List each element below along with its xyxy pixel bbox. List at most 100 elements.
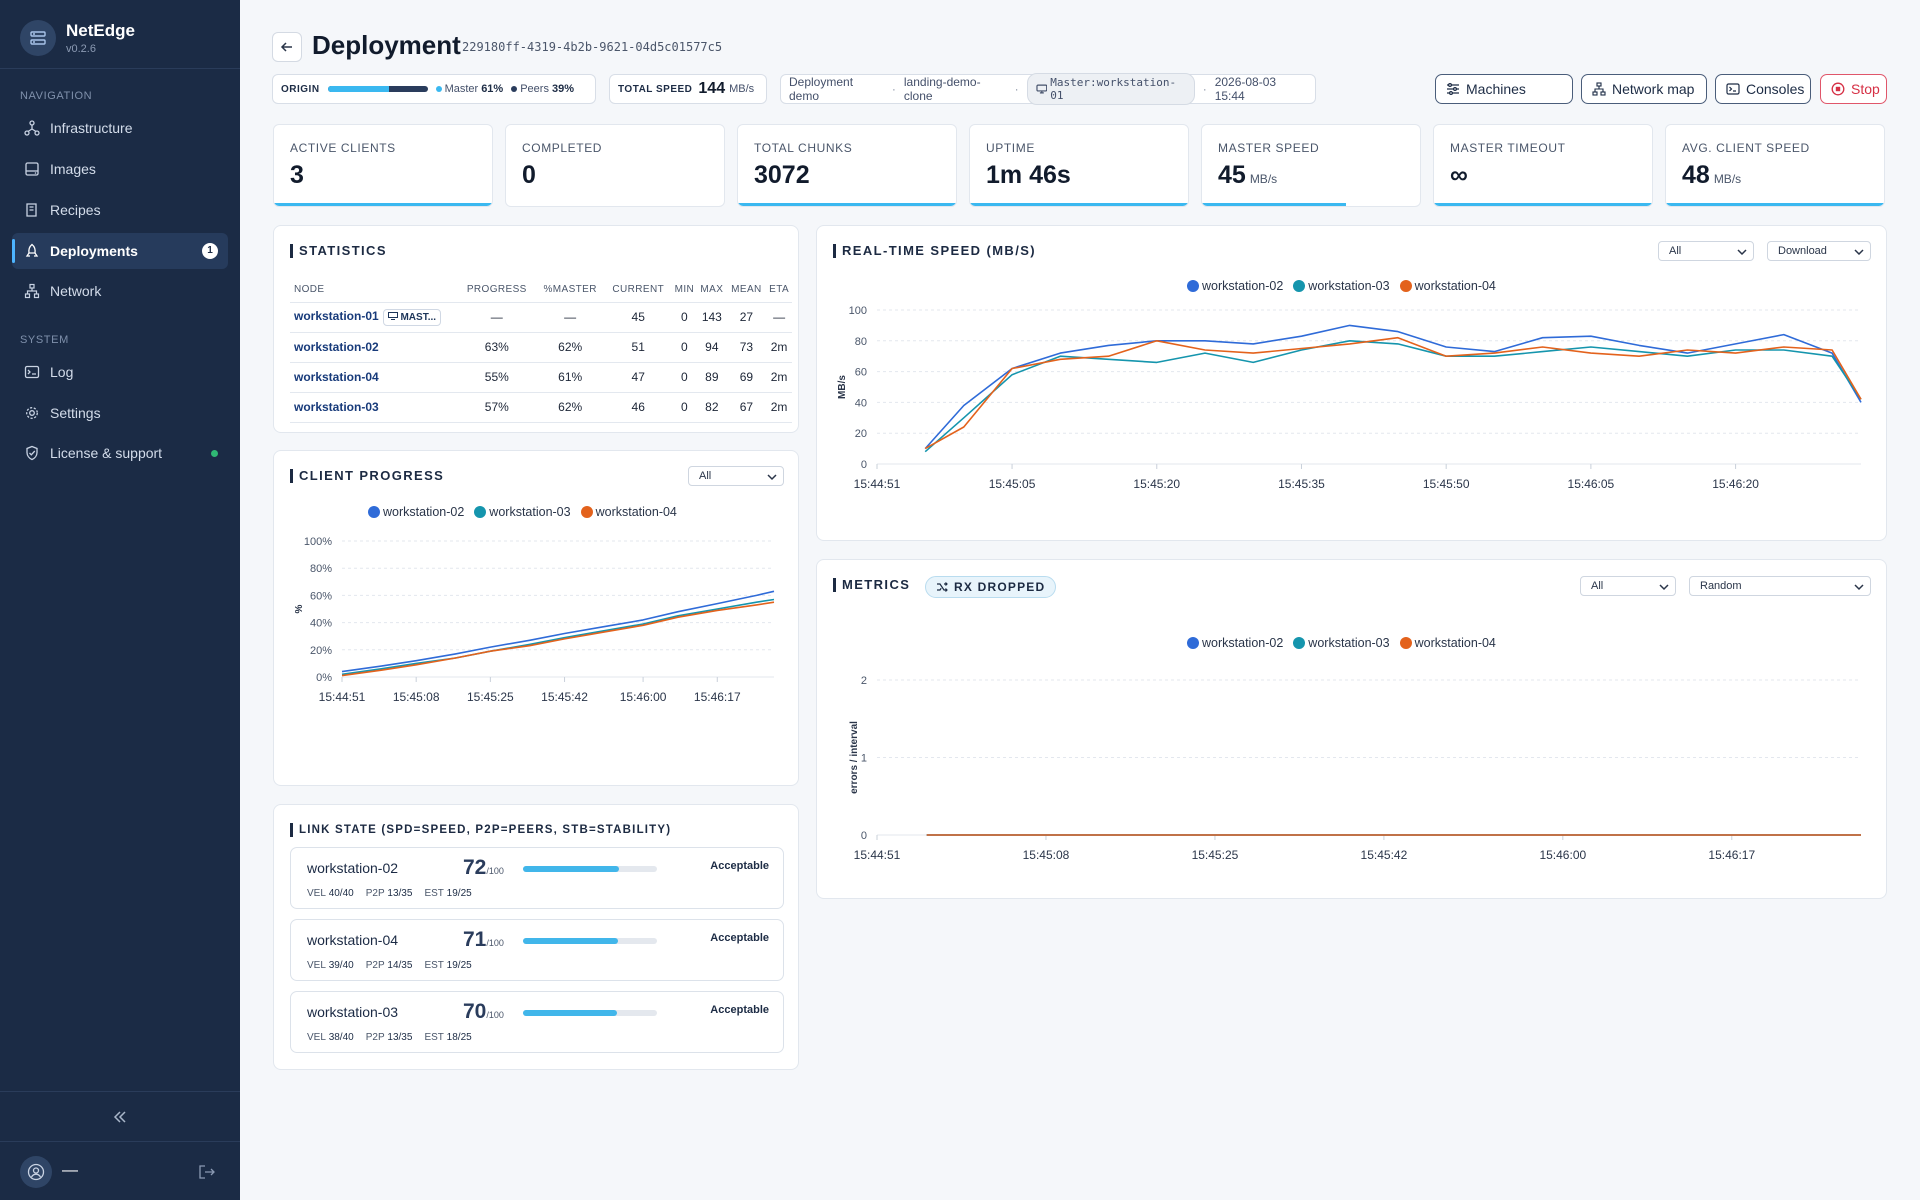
- network-map-button[interactable]: Network map: [1581, 74, 1707, 104]
- chevron-down-icon: [1854, 584, 1864, 591]
- legend-item[interactable]: workstation-02: [368, 505, 464, 519]
- sidebar-item-network[interactable]: Network: [12, 273, 228, 309]
- consoles-button[interactable]: Consoles: [1715, 74, 1811, 104]
- network-icon: [24, 120, 40, 136]
- stat-unit: MB/s: [1249, 172, 1278, 186]
- sidebar-item-log[interactable]: Log: [12, 354, 228, 390]
- machines-button[interactable]: Machines: [1435, 74, 1573, 104]
- column-header: PROGRESS: [458, 278, 536, 303]
- stat-value: 1m 46s: [986, 161, 1075, 190]
- legend-item[interactable]: workstation-02: [1187, 279, 1283, 293]
- realtime-mode-select[interactable]: Download: [1767, 241, 1871, 261]
- link-score: 72/100: [463, 856, 504, 880]
- table-row[interactable]: workstation-03 57% 62% 46 0 82 67 2m: [290, 392, 792, 423]
- y-tick-label: 40: [855, 397, 867, 409]
- y-tick-label: 40%: [310, 618, 332, 630]
- y-tick-label: 80%: [310, 563, 332, 575]
- deployment-id: 229180ff-4319-4b2b-9621-04d5c01577c5: [462, 40, 723, 54]
- avatar[interactable]: [20, 1156, 52, 1188]
- score-value: 70: [463, 1000, 487, 1023]
- brand[interactable]: NetEdge v0.2.6: [20, 18, 135, 58]
- sidebar-item-deployments[interactable]: Deployments 1: [12, 233, 228, 269]
- y-axis-label: MB/s: [837, 375, 848, 399]
- node-cell: workstation-01 MAST...: [290, 302, 458, 333]
- metrics-mode-select[interactable]: Random: [1689, 576, 1871, 596]
- y-tick-label: 100%: [304, 536, 332, 548]
- realtime-speed-chart: 0 20 40 60 80 100 15:44:51 15:45:05 15:45:20 15:4…: [837, 305, 1862, 491]
- origin-master-fill: [327, 86, 389, 92]
- stop-button[interactable]: Stop: [1820, 74, 1887, 104]
- table-row[interactable]: workstation-04 55% 61% 47 0 89 69 2m: [290, 362, 792, 393]
- recipe-name: landing-demo-clone: [903, 75, 981, 103]
- legend-swatch: [1399, 280, 1412, 292]
- network-map-button-label: Network map: [1612, 81, 1695, 97]
- link-card[interactable]: workstation-02 72/100 Acceptable VEL 40/…: [290, 847, 784, 909]
- legend-item[interactable]: workstation-03: [1293, 279, 1390, 293]
- table-row[interactable]: workstation-02 63% 62% 51 0 94 73 2m: [290, 332, 792, 363]
- link-status: Acceptable: [710, 860, 769, 872]
- client-progress-filter-select[interactable]: All: [688, 466, 784, 486]
- stat-label: COMPLETED: [522, 141, 603, 155]
- eta-cell: 2m: [766, 362, 792, 393]
- legend-item[interactable]: workstation-04: [1399, 279, 1496, 293]
- logout-button[interactable]: [198, 1164, 216, 1183]
- sidebar-item-infrastructure[interactable]: Infrastructure: [12, 110, 228, 146]
- x-tick-label: 15:45:05: [989, 477, 1036, 491]
- max-cell: 94: [697, 332, 727, 363]
- column-header: CURRENT: [604, 278, 672, 303]
- x-tick-label: 15:46:17: [1708, 848, 1755, 862]
- metric-badge-label: RX DROPPED: [954, 580, 1046, 594]
- column-header: MEAN: [726, 278, 767, 303]
- sidebar-item-label: Infrastructure: [50, 120, 133, 136]
- legend-label: workstation-02: [1202, 279, 1284, 293]
- legend-item[interactable]: workstation-02: [1187, 636, 1283, 650]
- deployment-date: 2026-08-03 15:44: [1214, 75, 1277, 103]
- legend-swatch: [1293, 637, 1306, 649]
- x-tick-label: 15:45:50: [1423, 477, 1470, 491]
- link-card[interactable]: workstation-04 71/100 Acceptable VEL 39/…: [290, 919, 784, 981]
- min-cell: 0: [671, 332, 698, 363]
- y-tick-label: 0: [861, 459, 867, 471]
- realtime-filter-select[interactable]: All: [1658, 241, 1754, 261]
- stat-label: AVG. CLIENT SPEED: [1682, 141, 1810, 155]
- divider: [0, 68, 240, 69]
- divider: [0, 1091, 240, 1092]
- series-line-workstation-04: [924, 336, 1862, 450]
- progress-cell: 55%: [458, 362, 536, 393]
- x-tick-label: 15:46:05: [1568, 477, 1615, 491]
- legend-item[interactable]: workstation-03: [1293, 636, 1390, 650]
- stat-label: UPTIME: [986, 141, 1035, 155]
- mean-cell: 69: [726, 362, 767, 393]
- master-chip[interactable]: Master:workstation-01: [1026, 73, 1195, 105]
- select-value: All: [1591, 580, 1604, 592]
- sidebar-item-recipes[interactable]: Recipes: [12, 192, 228, 228]
- legend-item[interactable]: workstation-03: [474, 505, 571, 519]
- link-card[interactable]: workstation-03 70/100 Acceptable VEL 38/…: [290, 991, 784, 1053]
- separator-dot: ·: [1014, 82, 1019, 96]
- legend-item[interactable]: workstation-04: [1399, 636, 1496, 650]
- stat-label: MASTER SPEED: [1218, 141, 1320, 155]
- sidebar-item-license[interactable]: License & support: [12, 435, 228, 471]
- gear-icon: [26, 407, 38, 419]
- peers-dot: [511, 86, 518, 92]
- eta-cell: 2m: [766, 392, 792, 423]
- select-value: All: [1669, 245, 1682, 257]
- legend-swatch: [474, 506, 487, 518]
- x-tick-label: 15:46:17: [694, 690, 741, 704]
- sidebar-item-images[interactable]: Images: [12, 151, 228, 187]
- y-tick-label: 60%: [310, 590, 332, 602]
- metric-badge[interactable]: RX DROPPED: [925, 576, 1057, 598]
- legend-item[interactable]: workstation-04: [580, 505, 677, 519]
- column-header: MAX: [697, 278, 727, 303]
- back-button[interactable]: [272, 32, 302, 62]
- stop-button-label: Stop: [1851, 81, 1880, 97]
- collapse-sidebar-button[interactable]: [110, 1107, 130, 1127]
- stat-value: ∞: [1450, 161, 1472, 190]
- stat-card-total-chunks: TOTAL CHUNKS 3072: [737, 124, 957, 207]
- vel-value: 38/40: [328, 1032, 354, 1043]
- terminal-icon: [24, 365, 40, 379]
- table-row[interactable]: workstation-01 MAST... — — 45 0 143 27 —: [290, 302, 792, 333]
- metrics-panel: METRICS RX DROPPED All Random workstatio…: [816, 559, 1887, 899]
- metrics-filter-select[interactable]: All: [1580, 576, 1676, 596]
- sidebar-item-settings[interactable]: Settings: [12, 395, 228, 431]
